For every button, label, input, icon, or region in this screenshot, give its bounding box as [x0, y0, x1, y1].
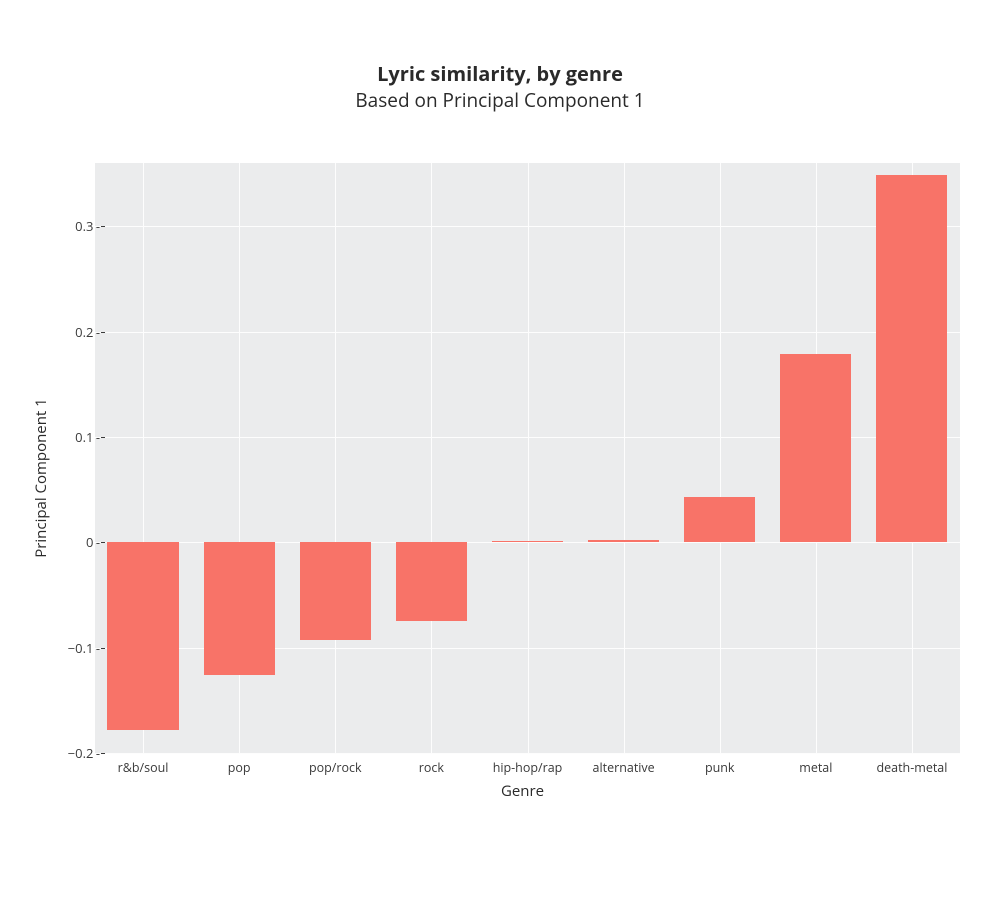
x-tick-label: death-metal [876, 759, 947, 776]
y-axis-label: Principal Component 1 [31, 398, 51, 558]
bar [204, 542, 275, 675]
gridline-vertical [431, 163, 432, 753]
gridline-vertical [624, 163, 625, 753]
gridline-vertical [528, 163, 529, 753]
y-tick-label: 0.3 - [75, 217, 99, 235]
x-tick-label: alternative [593, 759, 655, 776]
y-tick-label: 0.2 - [75, 323, 99, 341]
x-axis-label: Genre [501, 781, 544, 801]
chart-title-block: Lyric similarity, by genre Based on Prin… [30, 60, 970, 113]
y-tick-label: 0.1 - [75, 428, 99, 446]
x-tick-label: punk [705, 759, 735, 776]
gridline-vertical [720, 163, 721, 753]
bar [780, 354, 851, 543]
x-tick-label: rock [419, 759, 444, 776]
chart-subtitle: Based on Principal Component 1 [30, 87, 970, 113]
plot-area: −0.2 -−0.1 -0 -0.1 -0.2 -0.3 -r&b/soulpo… [95, 163, 960, 753]
x-tick-label: r&b/soul [118, 759, 169, 776]
x-tick-label: metal [799, 759, 832, 776]
bar [396, 542, 467, 621]
bar [876, 175, 947, 543]
bar [300, 542, 371, 640]
x-tick-label: pop [228, 759, 251, 776]
y-tick-label: −0.2 - [68, 744, 99, 762]
bar [492, 541, 563, 542]
y-tick-label: −0.1 - [68, 639, 99, 657]
x-tick-label: hip-hop/rap [493, 759, 563, 776]
bar [107, 542, 178, 730]
chart-title: Lyric similarity, by genre [30, 60, 970, 87]
gridline-vertical [335, 163, 336, 753]
bar [684, 497, 755, 542]
y-tick-label: 0 - [86, 533, 99, 551]
gridline-horizontal [95, 753, 960, 754]
chart-container: Lyric similarity, by genre Based on Prin… [30, 60, 970, 860]
plot-outer: Principal Component 1 −0.2 -−0.1 -0 -0.1… [85, 163, 960, 793]
x-tick-label: pop/rock [309, 759, 362, 776]
bar [588, 540, 659, 542]
